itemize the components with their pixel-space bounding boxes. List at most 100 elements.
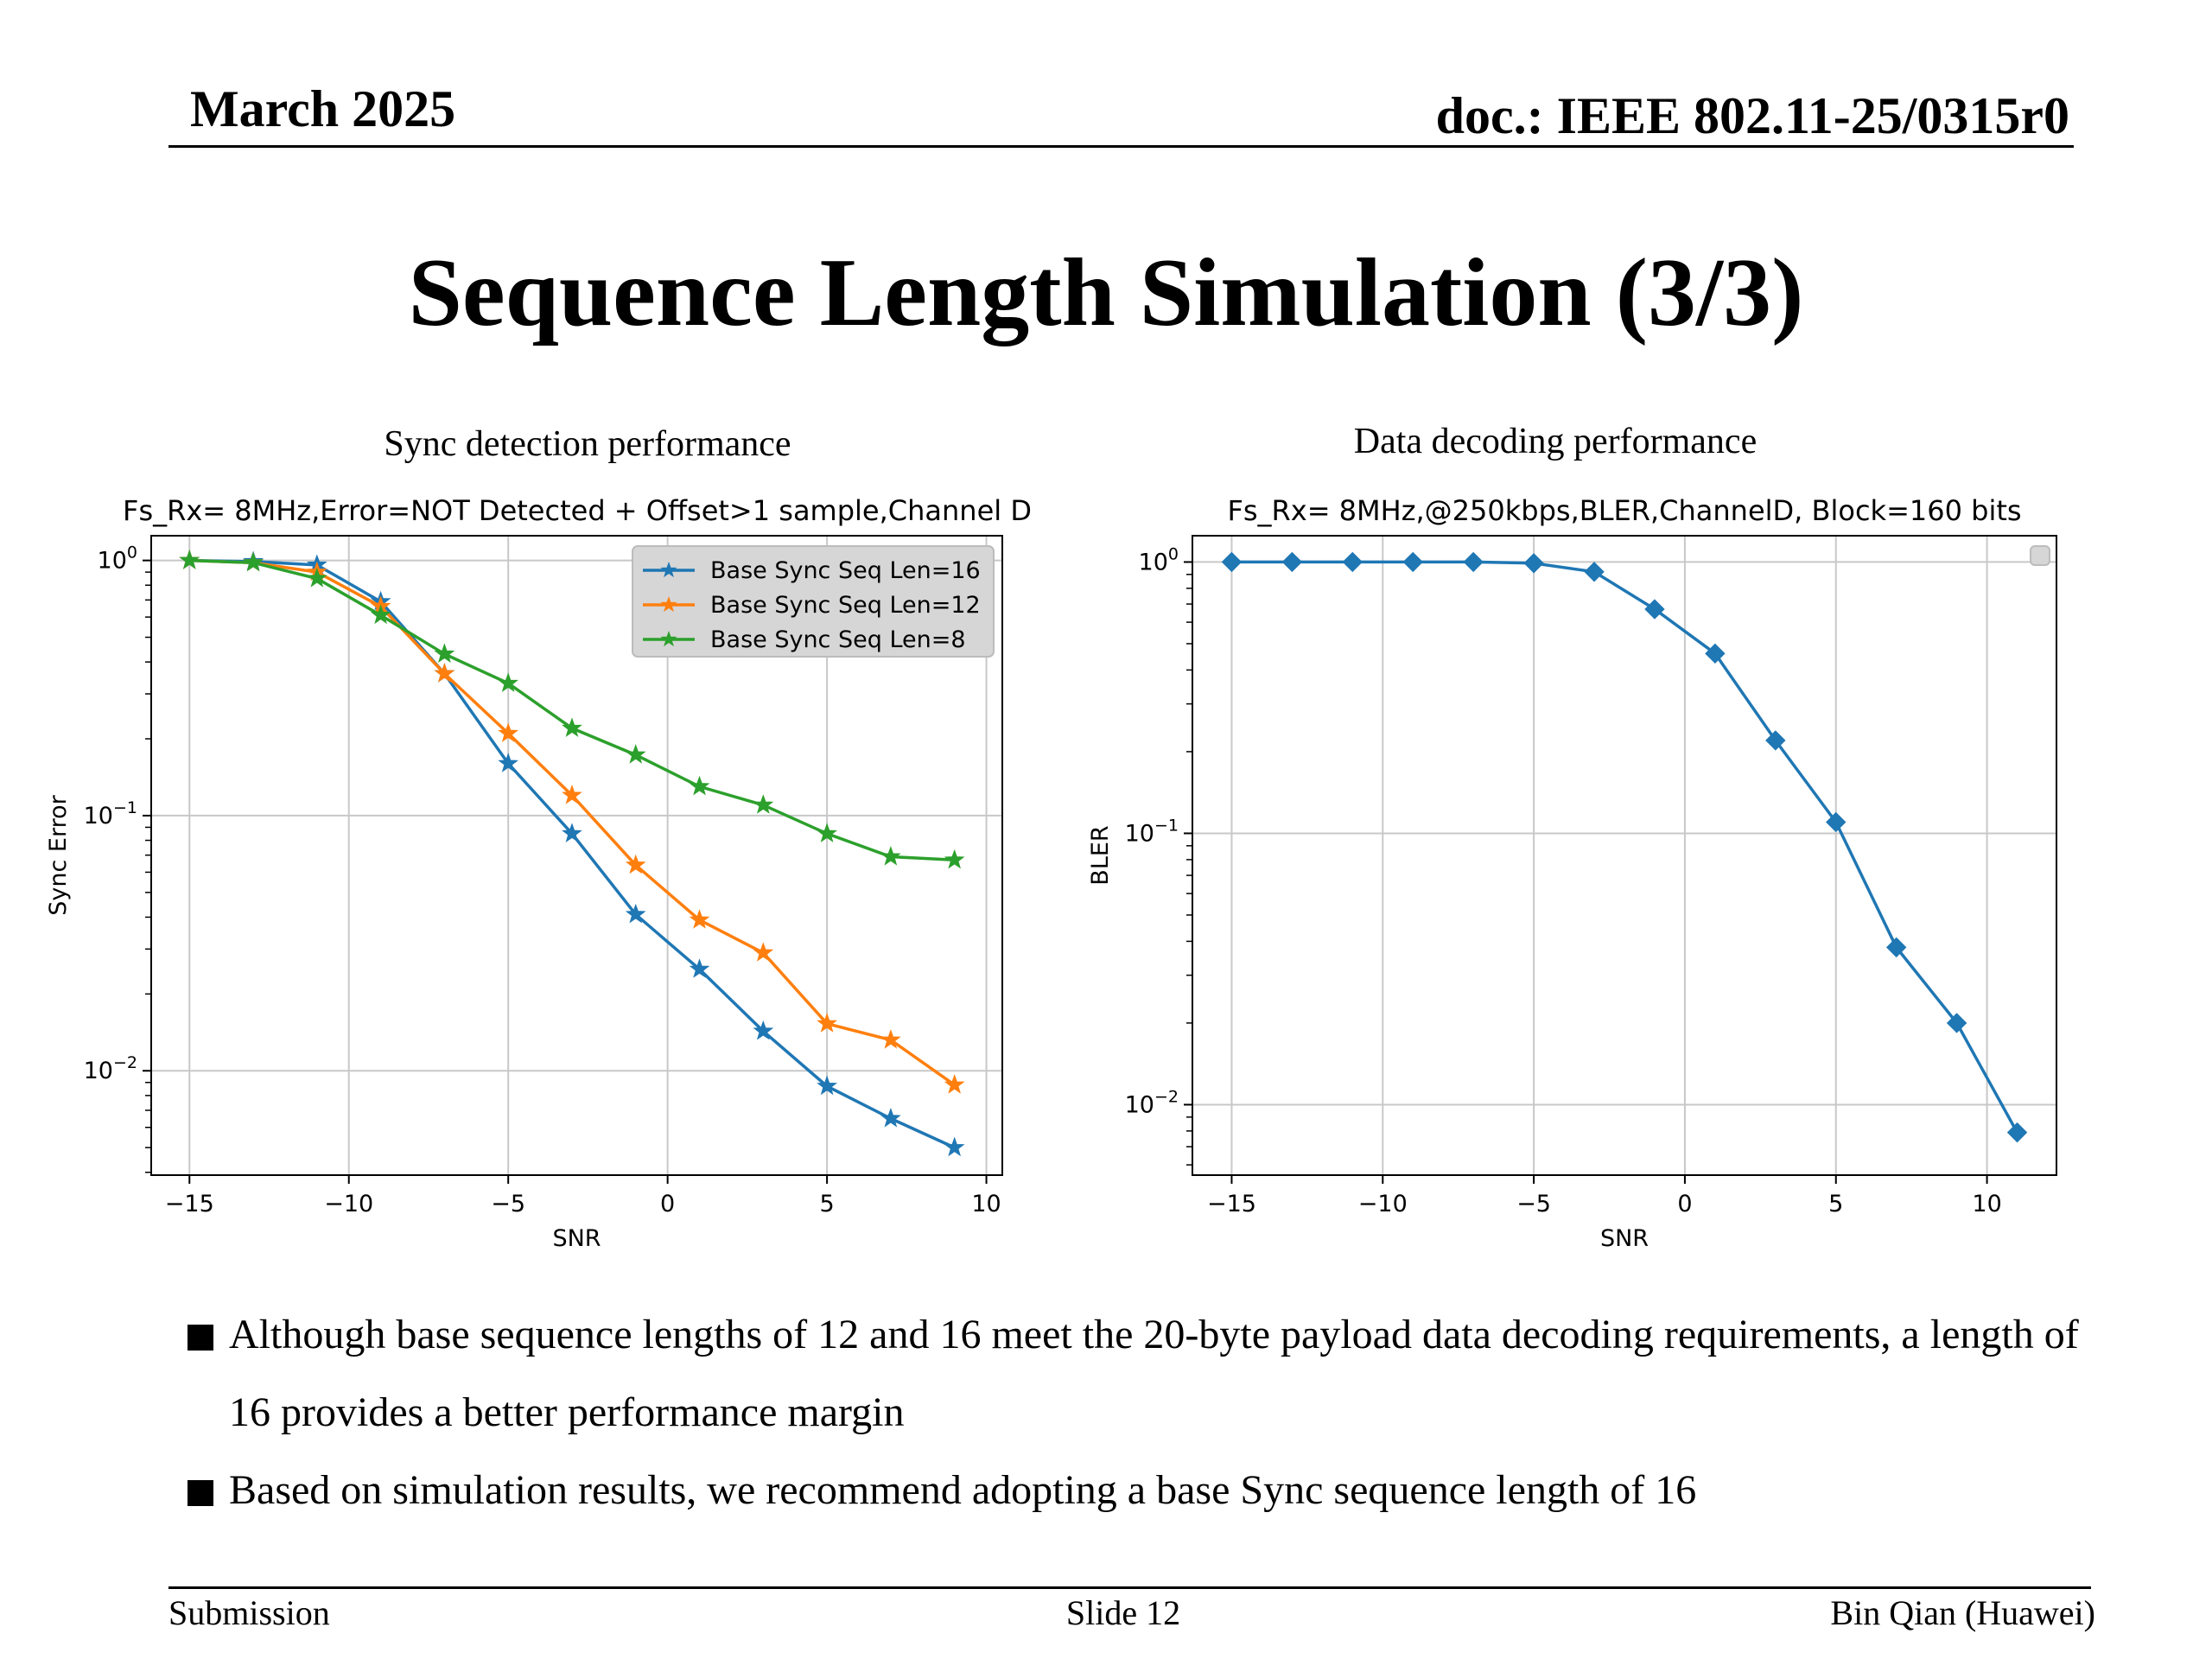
data-point (689, 775, 710, 796)
series-3 (179, 550, 965, 869)
legend-marker (660, 631, 677, 647)
data-point (817, 1075, 838, 1096)
data-point (880, 846, 901, 866)
x-tick-label: 5 (1828, 1191, 1843, 1217)
data-point (1946, 1013, 1967, 1033)
data-point (625, 903, 646, 924)
data-point (944, 1136, 965, 1157)
data-point (498, 753, 518, 772)
x-tick-label: −10 (1358, 1191, 1408, 1217)
data-point (753, 1020, 774, 1040)
legend-marker (660, 596, 677, 613)
legend-marker (660, 562, 677, 578)
x-tick-label: 0 (660, 1191, 675, 1217)
header-doc-id: doc.: IEEE 802.11-25/0315r0 (1435, 87, 2069, 144)
series-1 (1221, 551, 2028, 1143)
x-tick-label: −15 (165, 1191, 214, 1217)
x-tick-label: −5 (491, 1191, 525, 1217)
minor-ticks (1186, 574, 1192, 1166)
chart-title: Fs_Rx= 8MHz,@250kbps,BLER,ChannelD, Bloc… (1227, 494, 2021, 527)
data-point (2006, 1122, 2028, 1143)
data-point (880, 1029, 901, 1049)
data-point (179, 550, 200, 569)
x-axis-label: SNR (1600, 1225, 1649, 1252)
data-point (370, 604, 391, 625)
y-tick-label: 10−2 (84, 1053, 137, 1084)
square-bullet-icon (188, 1325, 213, 1351)
x-tick-label: 10 (1972, 1191, 2001, 1217)
data-point (1523, 553, 1544, 574)
chart-title: Fs_Rx= 8MHz,Error=NOT Detected + Offset>… (123, 494, 1032, 527)
bullet-text: Based on simulation results, we recommen… (229, 1467, 1697, 1513)
data-point (434, 663, 455, 683)
data-point (1463, 551, 1484, 573)
data-point (498, 722, 518, 742)
data-point (307, 568, 327, 588)
right-figure-caption: Data decoding performance (1353, 422, 1758, 461)
bullet-item: Although base sequence lengths of 12 and… (186, 1296, 2087, 1452)
y-axis-label: BLER (1087, 825, 1114, 885)
data-point (944, 849, 965, 869)
data-point (1221, 551, 1243, 573)
data-point (817, 823, 837, 842)
data-point (753, 942, 774, 962)
x-axis-label: SNR (552, 1225, 601, 1252)
empty-legend-box (2030, 545, 2050, 566)
data-point (1342, 551, 1363, 573)
y-axis-label: Sync Error (45, 794, 72, 915)
data-point (1765, 730, 1786, 751)
y-tick-label: 10−1 (1125, 816, 1179, 847)
y-tick-label: 10−1 (84, 798, 137, 830)
legend-label: Base Sync Seq Len=16 (710, 557, 981, 584)
legend-label: Base Sync Seq Len=8 (710, 626, 966, 653)
data-point (1885, 937, 1907, 958)
legend: Base Sync Seq Len=16 Base Sync Seq Len=12… (632, 545, 995, 658)
series-line (1231, 560, 2019, 1134)
footer-author: Bin Qian (Huawei) (1830, 1593, 2095, 1632)
x-tick-label: 5 (820, 1191, 835, 1217)
footer-slide-number: Slide 12 (1065, 1593, 1181, 1632)
plot-frame (150, 535, 1003, 1176)
x-tick-label: 0 (1677, 1191, 1692, 1217)
y-tick-label: 100 (98, 543, 137, 575)
data-point (562, 785, 582, 804)
header-divider (168, 145, 2074, 148)
x-tick-label: −15 (1207, 1191, 1256, 1217)
minor-ticks (145, 571, 151, 1173)
bler-chart: −15 −10 −5 0 5 10 100 10−1 10−2 Fs_Rx= 8MHz,@250k… (1087, 494, 2057, 1252)
data-point (434, 643, 455, 663)
data-point (753, 794, 774, 814)
header-date: March 2025 (190, 80, 456, 137)
sync-detection-chart: −15 −10 −5 0 5 10 100 10−1 10−2 Fs_Rx= 8MHz,Error… (45, 494, 1032, 1252)
data-point (625, 744, 646, 764)
bullet-item: Based on simulation results, we recommen… (186, 1452, 2087, 1529)
slide-title: Sequence Length Simulation (3/3) (408, 239, 1804, 346)
plot-frame (1192, 535, 2057, 1176)
data-point (1644, 599, 1665, 620)
data-point (1281, 551, 1303, 573)
left-figure-caption: Sync detection performance (384, 424, 791, 464)
x-tick-label: 10 (971, 1191, 1001, 1217)
legend-label: Base Sync Seq Len=12 (710, 592, 981, 619)
data-point (944, 1074, 965, 1094)
data-point (1402, 551, 1423, 573)
data-point (498, 672, 518, 692)
data-point (817, 1013, 838, 1033)
data-point (1705, 643, 1726, 664)
data-point (689, 958, 710, 978)
y-tick-label: 100 (1139, 544, 1179, 575)
footer-submission: Submission (168, 1593, 330, 1632)
grid-lines (1192, 536, 2056, 1175)
bullet-list: Although base sequence lengths of 12 and… (186, 1296, 2087, 1529)
y-tick-label: 10−2 (1125, 1087, 1179, 1118)
data-point (625, 854, 646, 874)
data-point (1826, 811, 1847, 833)
data-point (562, 717, 582, 737)
data-point (689, 909, 710, 929)
legend-box (632, 545, 995, 658)
footer-divider (168, 1586, 2091, 1589)
data-point (1584, 562, 1605, 582)
x-tick-label: −10 (324, 1191, 373, 1217)
square-bullet-icon (188, 1480, 213, 1506)
data-point (562, 823, 582, 842)
